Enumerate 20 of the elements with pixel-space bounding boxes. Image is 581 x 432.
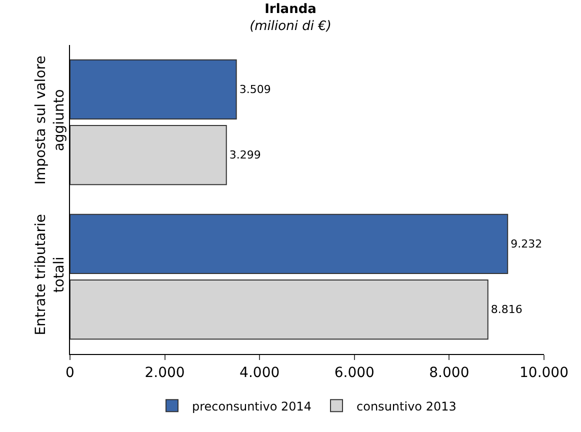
x-tick-label: 8.000 bbox=[429, 364, 470, 381]
x-tick-label: 2.000 bbox=[144, 364, 185, 381]
data-label: 3.299 bbox=[229, 148, 261, 162]
x-tick-label: 4.000 bbox=[240, 364, 280, 381]
chart-title: Irlanda bbox=[264, 2, 316, 17]
x-tick-label: 10.000 bbox=[520, 364, 568, 381]
data-label: 3.509 bbox=[239, 82, 271, 96]
legend-label: consuntivo 2013 bbox=[356, 399, 456, 414]
data-label: 9.232 bbox=[510, 237, 542, 250]
y-tick-label: Imposta sul valore aggiunto bbox=[33, 56, 68, 185]
x-tick-label: 0 bbox=[66, 364, 74, 381]
x-tick-label: 6.000 bbox=[334, 364, 374, 381]
data-label: 8.816 bbox=[490, 303, 522, 316]
y-tick-label: Entrate tributarie totali bbox=[33, 214, 68, 336]
bar bbox=[70, 214, 508, 274]
bar bbox=[70, 59, 237, 120]
bar bbox=[70, 280, 488, 340]
bar bbox=[70, 125, 227, 186]
chart-subtitle: (milioni di €) bbox=[250, 18, 332, 34]
legend-label: preconsuntivo 2014 bbox=[192, 399, 312, 414]
